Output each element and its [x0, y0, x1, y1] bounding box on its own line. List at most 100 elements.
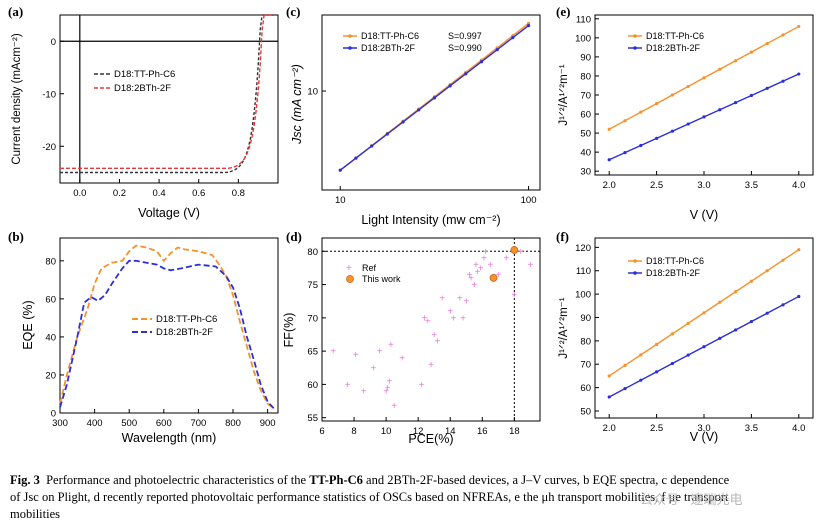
x-tick-label: 10 [381, 426, 392, 437]
y-tick-label: 50 [580, 406, 591, 417]
x-tick-label: 8 [351, 426, 356, 437]
data-point-series-1 [733, 328, 738, 332]
panel-b-xlabel: Wavelength (nm) [122, 431, 217, 445]
ref-point: + [487, 260, 493, 271]
y-tick-label: 40 [580, 148, 591, 159]
ref-point: + [527, 260, 533, 271]
x-tick-label: 0.0 [73, 188, 86, 199]
legend-a-1: D18:TT-Ph-C6 [114, 69, 175, 80]
ref-point: + [428, 360, 434, 371]
x-tick-label: 500 [121, 418, 137, 429]
y-tick-label: 20 [45, 370, 56, 381]
legend-d-2: This work [362, 274, 401, 284]
data-point-series-0 [686, 321, 690, 325]
ref-point: + [503, 253, 509, 264]
y-tick-label: 60 [307, 380, 318, 391]
data-point-series-0 [781, 33, 785, 37]
data-point-series-1 [354, 156, 358, 160]
data-point-series-1 [495, 48, 499, 52]
data-point-series-0 [686, 84, 690, 89]
this-work-point [510, 246, 519, 254]
ref-point: + [425, 317, 431, 328]
data-point-series-1 [781, 79, 785, 83]
data-point-series-1 [607, 395, 611, 399]
panel-c-letter: (c) [286, 4, 300, 19]
y-tick-label: 80 [45, 256, 56, 267]
x-tick-label: 700 [190, 418, 206, 429]
y-tick-label: 110 [576, 266, 591, 277]
figure-caption: Fig. 3 Performance and photoelectric cha… [10, 472, 825, 523]
ref-point: + [345, 380, 351, 391]
y-tick-label: 90 [580, 313, 591, 324]
ref-point: + [431, 330, 437, 341]
data-point-series-1 [718, 108, 722, 112]
y-tick-label: 70 [580, 91, 591, 102]
eqe-curve-series-0 [59, 244, 276, 410]
ref-point: + [457, 293, 463, 304]
x-tick-label: 0.2 [113, 188, 126, 199]
caption-line2: of Jsc on Plight, d recently reported ph… [10, 490, 729, 504]
ref-point: + [447, 307, 453, 318]
data-point-series-1 [607, 158, 611, 162]
x-tick-label: 14 [445, 426, 456, 437]
data-point-series-0 [655, 342, 659, 346]
data-point-series-1 [623, 151, 627, 155]
data-point-series-0 [639, 110, 643, 114]
ref-point: + [473, 260, 479, 271]
data-point-series-1 [749, 319, 753, 324]
data-point-series-1 [781, 303, 785, 307]
y-tick-label: 0 [51, 409, 56, 420]
ref-point: + [471, 280, 477, 291]
panel-e-legend: D18:TT-Ph-C6 D18:2BTh-2F [628, 31, 704, 53]
ref-point: + [478, 263, 484, 274]
x-tick-label: 800 [225, 418, 241, 429]
y-tick-label: 60 [580, 110, 591, 121]
x-tick-label: 4.0 [792, 180, 805, 191]
x-tick-label: 400 [87, 418, 103, 429]
y-tick-label: 75 [307, 280, 318, 291]
data-point-series-1 [702, 115, 706, 119]
caption-seg-a: a J–V curves, b EQE spectra, c dependenc… [512, 473, 730, 487]
x-tick-label: 3.0 [697, 180, 710, 191]
caption-text-b: and 2BTh-2F-based devices, [362, 473, 513, 487]
x-tick-label: 0.4 [152, 188, 165, 199]
panel-d-ylabel: FF(%) [282, 313, 296, 348]
data-point-series-1 [733, 101, 738, 105]
data-point-series-1 [417, 108, 421, 112]
data-point-series-0 [797, 248, 801, 252]
panel-e-ylabel: J¹ᐟ²/A¹ᐟ²m⁻¹ [558, 64, 570, 125]
panel-d-xlabel: PCE(%) [408, 432, 453, 446]
data-point-series-1 [511, 36, 515, 40]
x-tick-label: 3.5 [745, 180, 758, 191]
legend-e-1: D18:TT-Ph-C6 [646, 31, 704, 41]
ref-point: + [463, 297, 469, 308]
data-point-series-1 [702, 345, 706, 349]
x-tick-label: 12 [413, 426, 424, 437]
data-point-series-1 [686, 353, 690, 357]
data-point-series-1 [401, 120, 405, 124]
panel-f-xlabel: V (V) [690, 430, 718, 444]
y-tick-label: 10 [307, 87, 318, 98]
data-point-series-1 [670, 129, 675, 133]
ref-point: + [353, 350, 359, 361]
y-tick-label: 70 [307, 313, 318, 324]
ref-point: + [418, 380, 424, 391]
legend-b-2: D18:2BTh-2F [156, 327, 213, 338]
y-tick-label: 80 [580, 336, 591, 347]
data-point-series-1 [338, 168, 342, 172]
ref-point: + [451, 313, 457, 324]
y-tick-label: 100 [575, 290, 591, 301]
legend-c-2: D18:2BTh-2F [361, 43, 416, 53]
ref-point: + [481, 253, 487, 264]
data-point-series-1 [765, 86, 769, 90]
ref-point: + [468, 273, 474, 284]
x-tick-label: 2.0 [603, 423, 616, 434]
data-point-series-0 [765, 269, 769, 273]
x-tick-label: 3.0 [697, 423, 710, 434]
y-tick-label: 80 [307, 247, 318, 258]
ref-point: + [422, 313, 428, 324]
panel-a-xlabel: Voltage (V) [138, 206, 200, 220]
legend-c-1-s: S=0.997 [448, 31, 482, 41]
ref-point: + [495, 270, 501, 281]
